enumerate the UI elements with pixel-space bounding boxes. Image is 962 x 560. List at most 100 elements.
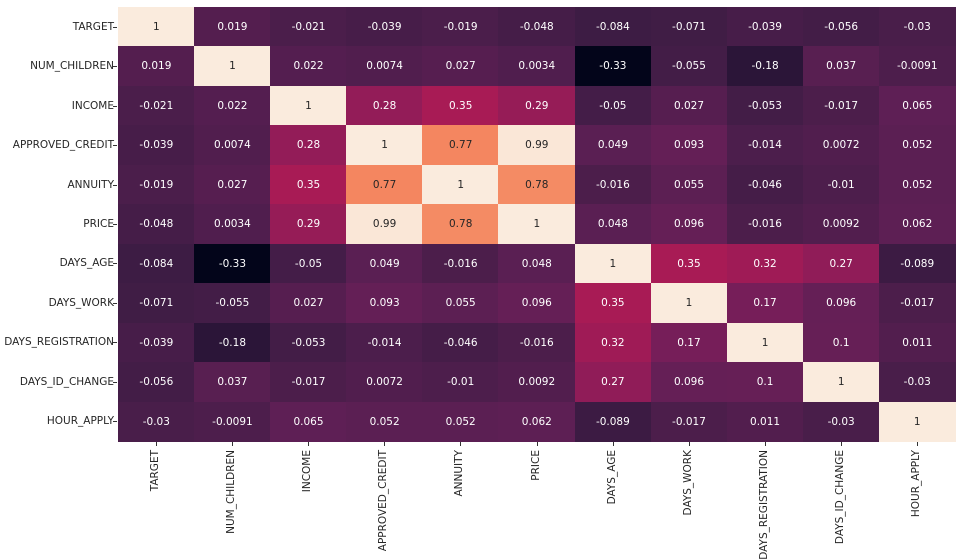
heatmap-cell: 0.062 <box>498 401 576 442</box>
x-axis-label: DAYS_REGISTRATION <box>757 450 770 560</box>
x-axis-tick <box>232 442 233 446</box>
y-axis-label: APPROVED_CREDIT <box>12 139 114 152</box>
y-axis-label: INCOME <box>71 99 114 112</box>
heatmap-cell: 0.062 <box>878 204 956 245</box>
x-axis-label: NUM_CHILDREN <box>225 450 238 534</box>
heatmap-cell: -0.089 <box>574 401 652 442</box>
heatmap-cell: 1 <box>802 362 880 403</box>
heatmap-cell: -0.01 <box>422 362 500 403</box>
x-axis-label: ANNUITY <box>453 450 466 497</box>
heatmap-cell: 0.99 <box>498 125 576 166</box>
heatmap-cell: 1 <box>574 243 652 284</box>
heatmap-cell: -0.039 <box>118 322 195 363</box>
heatmap-cell: 0.037 <box>802 46 880 87</box>
heatmap-cell: -0.048 <box>498 7 576 48</box>
heatmap-cell: 0.35 <box>574 283 652 324</box>
heatmap-cell: 0.99 <box>346 204 423 245</box>
heatmap-cell: -0.053 <box>270 322 347 363</box>
heatmap-cell: 0.096 <box>802 283 880 324</box>
heatmap-cell: 0.32 <box>574 322 652 363</box>
heatmap-cell: 1 <box>650 283 728 324</box>
heatmap-cell: 1 <box>118 7 195 48</box>
heatmap-cell: 0.048 <box>498 243 576 284</box>
x-axis-tick <box>156 442 157 446</box>
heatmap-cell: -0.021 <box>270 7 347 48</box>
heatmap-cell: 0.022 <box>194 85 271 126</box>
y-axis-tick <box>113 106 117 107</box>
heatmap-cell: -0.03 <box>878 7 956 48</box>
heatmap-cell: -0.03 <box>878 362 956 403</box>
heatmap-cell: 0.049 <box>574 125 652 166</box>
heatmap-cell: -0.03 <box>802 401 880 442</box>
heatmap-cell: -0.021 <box>118 85 195 126</box>
heatmap-cell: 1 <box>194 46 271 87</box>
heatmap-cell: 1 <box>498 204 576 245</box>
heatmap-cell: -0.016 <box>574 164 652 205</box>
heatmap-cell: 0.28 <box>270 125 347 166</box>
heatmap-cell: 0.29 <box>498 85 576 126</box>
heatmap-cell: -0.03 <box>118 401 195 442</box>
heatmap-cell: 0.0034 <box>498 46 576 87</box>
heatmap-cell: -0.046 <box>726 164 804 205</box>
heatmap-cell: 0.011 <box>878 322 956 363</box>
heatmap-cell: -0.039 <box>118 125 195 166</box>
heatmap-cell: -0.05 <box>574 85 652 126</box>
y-axis-label: HOUR_APPLY <box>46 415 114 428</box>
heatmap-cell: 0.29 <box>270 204 347 245</box>
heatmap-cell: -0.019 <box>118 164 195 205</box>
x-axis-label: HOUR_APPLY <box>909 450 922 518</box>
heatmap-cell: 0.35 <box>650 243 728 284</box>
x-axis-tick <box>537 442 538 446</box>
heatmap-cell: -0.084 <box>118 243 195 284</box>
heatmap-cell: 0.027 <box>650 85 728 126</box>
heatmap-cell: 0.093 <box>346 283 423 324</box>
heatmap-cell: 0.35 <box>270 164 347 205</box>
heatmap-cell: -0.014 <box>346 322 423 363</box>
heatmap-cell: 1 <box>270 85 347 126</box>
heatmap-cell: -0.05 <box>270 243 347 284</box>
heatmap-cell: -0.017 <box>878 283 956 324</box>
heatmap-cell: 0.052 <box>422 401 500 442</box>
heatmap-cell: 0.052 <box>878 164 956 205</box>
heatmap-cell: -0.048 <box>118 204 195 245</box>
heatmap-cell: 0.17 <box>650 322 728 363</box>
heatmap-cell: 0.0092 <box>498 362 576 403</box>
y-axis-tick <box>113 27 117 28</box>
heatmap-cell: 0.027 <box>422 46 500 87</box>
y-axis-label: NUM_CHILDREN <box>30 60 114 73</box>
heatmap-cell: 0.0092 <box>802 204 880 245</box>
y-axis-label: TARGET <box>72 20 114 33</box>
y-axis-label: DAYS_REGISTRATION <box>4 336 114 349</box>
x-axis-tick <box>841 442 842 446</box>
heatmap-cell: 0.093 <box>650 125 728 166</box>
heatmap-cell: 0.096 <box>650 204 728 245</box>
heatmap-cell: -0.0091 <box>878 46 956 87</box>
heatmap-cell: 0.048 <box>574 204 652 245</box>
heatmap-cell: 0.052 <box>346 401 423 442</box>
heatmap-cell: 0.35 <box>422 85 500 126</box>
y-axis-tick <box>113 421 117 422</box>
x-axis-tick <box>384 442 385 446</box>
x-axis-tick <box>308 442 309 446</box>
heatmap-cell: -0.039 <box>726 7 804 48</box>
y-axis-label: DAYS_WORK <box>48 296 114 309</box>
x-axis-label: INCOME <box>301 450 314 493</box>
heatmap-cell: 0.055 <box>650 164 728 205</box>
heatmap-cell: 0.78 <box>498 164 576 205</box>
heatmap-cell: 0.055 <box>422 283 500 324</box>
heatmap-cell: 0.027 <box>270 283 347 324</box>
y-axis-tick <box>113 342 117 343</box>
heatmap-cell: -0.071 <box>650 7 728 48</box>
heatmap-cell: -0.016 <box>422 243 500 284</box>
heatmap-cell: -0.089 <box>878 243 956 284</box>
x-axis-tick <box>460 442 461 446</box>
heatmap-cell: 0.77 <box>346 164 423 205</box>
heatmap-cell: 0.011 <box>726 401 804 442</box>
heatmap-cell: -0.017 <box>802 85 880 126</box>
heatmap-cell: -0.056 <box>802 7 880 48</box>
heatmap-cell: 1 <box>878 401 956 442</box>
heatmap-cell: -0.019 <box>422 7 500 48</box>
heatmap-cell: 0.0074 <box>194 125 271 166</box>
x-axis-tick <box>689 442 690 446</box>
